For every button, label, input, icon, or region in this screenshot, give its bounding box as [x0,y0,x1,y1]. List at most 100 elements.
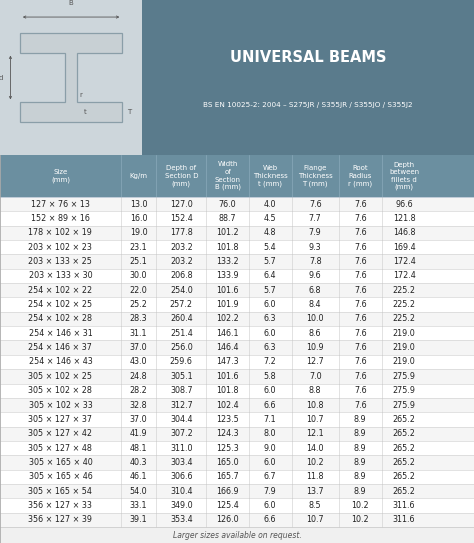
Text: 304.4: 304.4 [170,415,192,424]
Bar [0,340,474,355]
Text: 254 × 102 × 28: 254 × 102 × 28 [28,314,92,324]
Text: 7.6: 7.6 [354,214,366,223]
Text: 6.3: 6.3 [264,343,276,352]
Text: 37.0: 37.0 [130,343,147,352]
Text: Kg/m: Kg/m [130,173,147,179]
Text: 4.5: 4.5 [264,214,276,223]
Bar [142,0,474,155]
Text: 203.2: 203.2 [170,257,192,266]
Polygon shape [20,33,122,123]
Text: 10.9: 10.9 [306,343,324,352]
Text: 13.0: 13.0 [130,200,147,209]
Text: 7.6: 7.6 [354,200,366,209]
Text: 5.8: 5.8 [264,372,276,381]
Text: 16.0: 16.0 [130,214,147,223]
Bar [0,298,474,312]
Text: 101.2: 101.2 [216,229,239,237]
Text: 306.6: 306.6 [170,472,192,481]
Text: 9.6: 9.6 [309,272,321,280]
Text: 305 × 102 × 25: 305 × 102 × 25 [28,372,92,381]
Text: Web
Thickness
t (mm): Web Thickness t (mm) [253,165,288,187]
Text: 14.0: 14.0 [307,444,324,452]
Text: 7.1: 7.1 [264,415,276,424]
Text: 147.3: 147.3 [216,357,239,367]
Text: 265.2: 265.2 [392,415,416,424]
Text: 8.0: 8.0 [264,429,276,438]
Bar [0,527,474,543]
Text: 172.4: 172.4 [393,257,415,266]
Text: 206.8: 206.8 [170,272,192,280]
Text: 305 × 165 × 40: 305 × 165 × 40 [28,458,92,467]
Text: 126.0: 126.0 [216,515,239,525]
Text: 10.7: 10.7 [306,515,324,525]
Bar [0,383,474,398]
Bar [0,254,474,269]
Bar [0,398,474,412]
Bar [0,269,474,283]
Text: 5.7: 5.7 [264,286,276,295]
Text: 7.7: 7.7 [309,214,321,223]
Text: 7.6: 7.6 [354,343,366,352]
Text: 6.4: 6.4 [264,272,276,280]
Text: 203 × 133 × 25: 203 × 133 × 25 [28,257,92,266]
Text: 165.7: 165.7 [216,472,239,481]
Text: 219.0: 219.0 [393,329,415,338]
Text: 7.6: 7.6 [309,200,321,209]
Text: 8.9: 8.9 [354,458,366,467]
Text: B: B [69,0,73,6]
Text: 6.8: 6.8 [309,286,321,295]
Text: 101.6: 101.6 [216,286,239,295]
Bar [0,412,474,427]
Text: 6.6: 6.6 [264,515,276,525]
Text: 6.6: 6.6 [264,401,276,409]
Text: 177.8: 177.8 [170,229,192,237]
Text: 9.0: 9.0 [264,444,276,452]
Text: 225.2: 225.2 [392,286,416,295]
Text: 10.8: 10.8 [307,401,324,409]
Text: 6.7: 6.7 [264,472,276,481]
Bar [0,283,474,298]
Text: Depth of
Section D
(mm): Depth of Section D (mm) [164,165,198,187]
Text: 4.8: 4.8 [264,229,276,237]
Bar [0,498,474,513]
Text: 275.9: 275.9 [392,401,416,409]
Text: Size
(mm): Size (mm) [51,169,70,183]
Text: 254.0: 254.0 [170,286,192,295]
Text: 101.8: 101.8 [216,386,239,395]
Text: 307.2: 307.2 [170,429,192,438]
Text: 257.2: 257.2 [170,300,193,309]
Bar [0,427,474,441]
Text: 172.4: 172.4 [393,272,415,280]
Text: 6.0: 6.0 [264,386,276,395]
Text: 28.3: 28.3 [130,314,147,324]
Text: Root
Radius
r (mm): Root Radius r (mm) [348,165,372,187]
Bar [0,240,474,254]
Text: 146.4: 146.4 [216,343,239,352]
Text: 7.6: 7.6 [354,272,366,280]
Text: 356 × 127 × 39: 356 × 127 × 39 [28,515,92,525]
Text: 102.2: 102.2 [216,314,239,324]
Text: 101.8: 101.8 [216,243,239,252]
Text: 10.2: 10.2 [306,458,324,467]
Text: 8.4: 8.4 [309,300,321,309]
Text: 305 × 165 × 54: 305 × 165 × 54 [28,487,92,496]
Bar [0,326,474,340]
Text: 11.8: 11.8 [307,472,324,481]
Text: 7.8: 7.8 [309,257,321,266]
Text: 40.3: 40.3 [130,458,147,467]
Text: 169.4: 169.4 [393,243,415,252]
Bar [0,0,142,155]
Bar [0,155,474,197]
Text: 303.4: 303.4 [170,458,192,467]
Text: 311.6: 311.6 [393,515,415,525]
Text: 254 × 102 × 22: 254 × 102 × 22 [28,286,92,295]
Text: 254 × 146 × 37: 254 × 146 × 37 [28,343,92,352]
Text: 8.9: 8.9 [354,472,366,481]
Text: 48.1: 48.1 [130,444,147,452]
Text: 260.4: 260.4 [170,314,192,324]
Text: 30.0: 30.0 [130,272,147,280]
Text: 19.0: 19.0 [130,229,147,237]
Text: 12.1: 12.1 [306,429,324,438]
Text: 7.9: 7.9 [264,487,276,496]
Text: 31.1: 31.1 [130,329,147,338]
